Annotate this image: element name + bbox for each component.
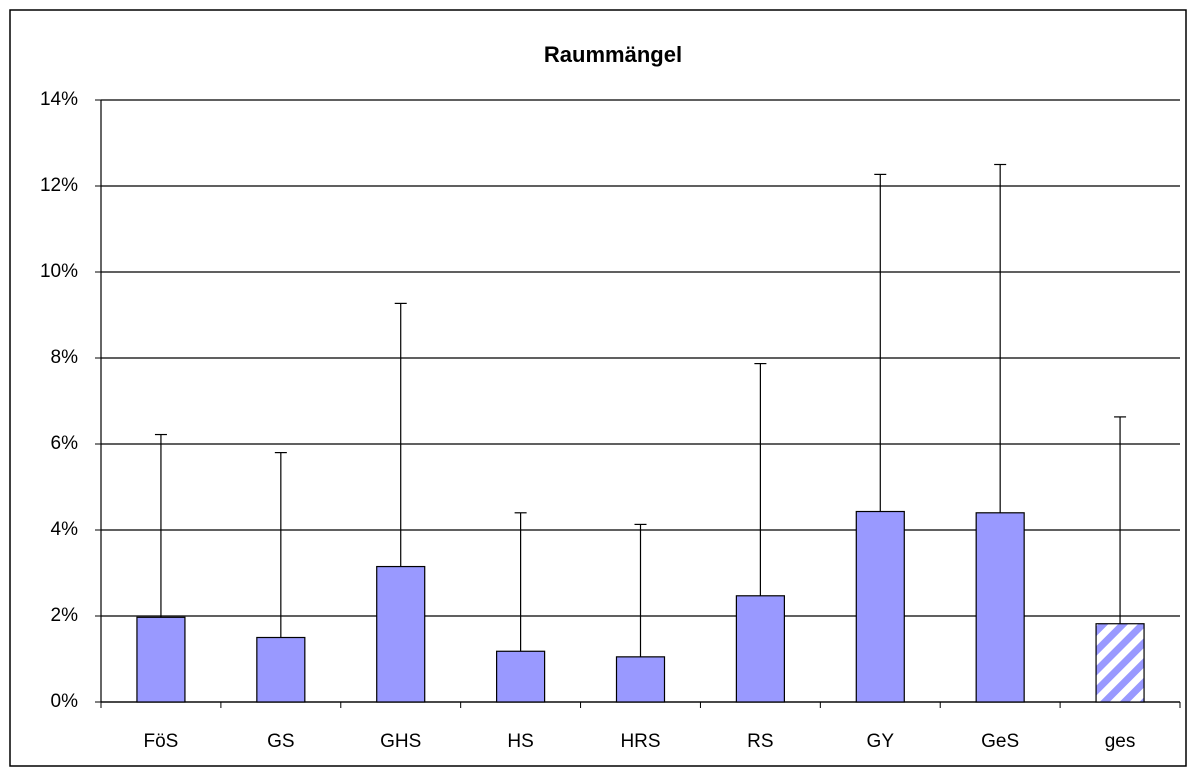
y-tick-label: 14% xyxy=(40,89,78,110)
x-tick-label: GHS xyxy=(380,731,421,752)
x-tick-label: GS xyxy=(267,731,294,752)
x-tick-label: GeS xyxy=(981,731,1019,752)
bar xyxy=(496,650,546,703)
y-tick-label: 6% xyxy=(51,433,79,454)
y-tick-label: 0% xyxy=(51,691,79,712)
x-tick-label: HRS xyxy=(620,731,660,752)
bar xyxy=(1095,623,1145,703)
x-tick-label: RS xyxy=(747,731,773,752)
x-tick-label: GY xyxy=(867,731,895,752)
x-tick-label: FöS xyxy=(144,731,179,752)
y-tick-label: 10% xyxy=(40,261,78,282)
bar xyxy=(855,510,905,703)
x-tick-label: HS xyxy=(507,731,533,752)
bar xyxy=(136,616,186,703)
y-tick-label: 8% xyxy=(51,347,79,368)
bar xyxy=(615,656,666,703)
x-tick-label: ges xyxy=(1105,731,1136,752)
chart-title: Raummängel xyxy=(544,42,682,67)
y-tick-label: 2% xyxy=(51,605,79,626)
bar xyxy=(975,512,1025,703)
y-tick-label: 4% xyxy=(51,519,79,540)
bar xyxy=(256,636,306,703)
bar xyxy=(735,595,785,703)
bar xyxy=(376,565,426,703)
y-tick-label: 12% xyxy=(40,175,78,196)
